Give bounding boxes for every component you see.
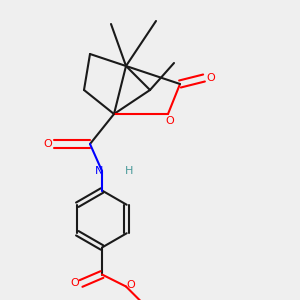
- Text: H: H: [125, 166, 133, 176]
- Text: O: O: [206, 73, 215, 83]
- Text: N: N: [95, 166, 103, 176]
- Text: O: O: [126, 280, 135, 290]
- Text: O: O: [165, 116, 174, 127]
- Text: O: O: [43, 139, 52, 149]
- Text: O: O: [70, 278, 80, 289]
